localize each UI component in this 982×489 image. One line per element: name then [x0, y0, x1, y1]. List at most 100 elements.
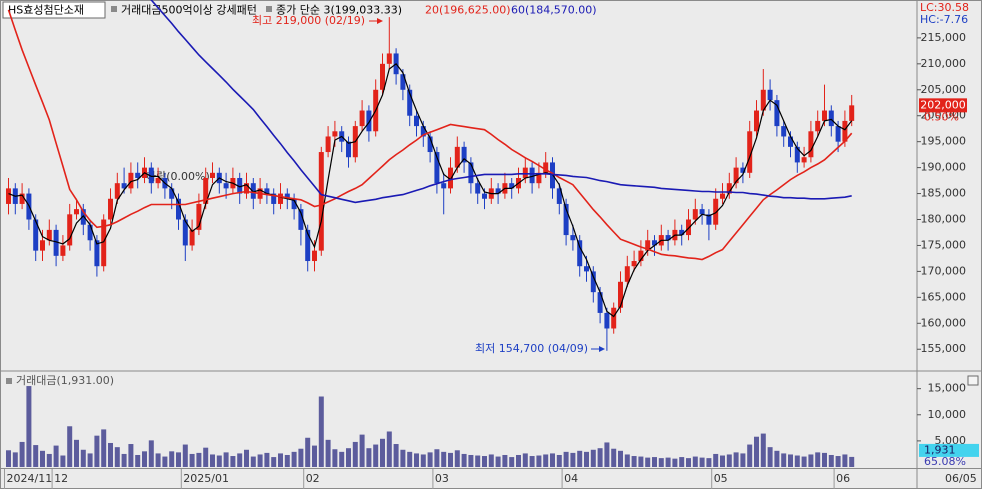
candle-body: [699, 209, 705, 215]
volume-bar: [522, 453, 528, 467]
volume-bar: [244, 449, 249, 467]
volume-bar: [706, 458, 712, 467]
volume-bar: [414, 453, 419, 467]
volume-bar: [291, 451, 297, 467]
volume-bar: [835, 456, 841, 467]
legend-value: (199,033.33): [330, 4, 402, 17]
candle-body: [46, 229, 52, 241]
volume-bar: [135, 454, 141, 467]
volume-bar: [67, 426, 73, 467]
volume-bar: [774, 450, 780, 467]
y-tick-label: 10,000: [928, 408, 967, 421]
last-date-label: 06/05: [945, 472, 977, 485]
candle-body: [543, 162, 549, 173]
volume-bar: [196, 452, 202, 467]
volume-bar: [584, 451, 589, 467]
candle-body: [828, 110, 834, 127]
volume-bar: [645, 457, 651, 467]
volume-bar: [60, 455, 66, 467]
current-price-box: [919, 98, 967, 113]
volume-bar: [46, 453, 52, 467]
title-box[interactable]: [2, 1, 106, 19]
volume-bar: [529, 456, 535, 467]
arrow-head: [599, 346, 605, 352]
volume-bar: [665, 457, 671, 467]
chart-title: HS효성첨단소재: [8, 4, 84, 17]
volume-bar: [652, 457, 657, 467]
candle-body: [509, 183, 515, 189]
candle-body: [597, 292, 603, 313]
volume-bar: [509, 457, 515, 467]
volume-bar: [87, 453, 93, 467]
current-price-label: 202,000: [920, 98, 966, 111]
volume-pane: [6, 386, 855, 467]
pane-button[interactable]: [967, 375, 979, 386]
volume-bar: [488, 454, 494, 467]
candle-body: [468, 162, 474, 184]
candle-body: [67, 214, 73, 246]
y-tick-label: 15,000: [928, 382, 967, 395]
volume-bar: [570, 452, 576, 467]
volume-bar: [325, 439, 331, 467]
candle-body: [495, 188, 501, 194]
candle-body: [420, 126, 426, 137]
y-tick-label: 155,000: [921, 342, 967, 355]
candle-body: [726, 183, 732, 194]
y-tick-label: 195,000: [921, 135, 967, 148]
candle-body: [788, 136, 793, 147]
candle-body: [801, 157, 807, 163]
candle-body: [6, 188, 11, 204]
candle-body: [223, 183, 229, 189]
y-tick-label: 190,000: [921, 161, 967, 174]
candle-body: [60, 245, 66, 256]
volume-bar: [563, 451, 569, 467]
candle-body: [706, 214, 712, 225]
volume-bar: [760, 433, 766, 467]
volume-bar: [332, 449, 338, 467]
x-tick-label: 06: [836, 472, 850, 485]
volume-bar: [74, 439, 79, 467]
volume-bar: [692, 456, 698, 467]
candle-body: [590, 271, 596, 293]
volume-bar: [747, 444, 753, 467]
moving-average-line: [7, 9, 853, 261]
volume-bar: [454, 450, 460, 467]
candle-body: [842, 120, 848, 142]
volume-bar: [121, 453, 127, 467]
volume-bar: [298, 448, 304, 467]
price-pane: [6, 0, 855, 351]
candle-body: [638, 250, 644, 262]
candle-body: [121, 183, 127, 189]
volume-bar: [162, 456, 168, 467]
volume-bar: [305, 437, 311, 467]
volume-bar: [216, 455, 222, 467]
candle-body: [733, 167, 739, 184]
volume-bar: [475, 455, 481, 467]
volume-bar: [6, 450, 11, 467]
candle-body: [148, 167, 154, 184]
candle-body: [407, 89, 413, 116]
volume-bar: [631, 456, 637, 467]
volume-bar: [604, 442, 610, 467]
candle-body: [87, 224, 93, 241]
candle-body: [767, 89, 773, 101]
candle-body: [740, 167, 746, 173]
volume-bar: [271, 457, 277, 467]
candle-body: [264, 188, 270, 194]
volume-bar: [808, 454, 814, 467]
legend-name: 60: [511, 4, 525, 17]
volume-bar: [448, 452, 453, 467]
candle-body: [815, 120, 821, 132]
candle-body: [135, 172, 141, 178]
volume-bar: [482, 456, 487, 467]
y-tick-label: 210,000: [921, 57, 967, 70]
volume-bar: [754, 436, 759, 467]
candle-body: [53, 229, 59, 256]
candle-body: [244, 183, 249, 194]
y-tick-label: 165,000: [921, 290, 967, 303]
legend-entry: 60(184,570.00): [511, 4, 597, 17]
volume-bar: [788, 454, 793, 467]
